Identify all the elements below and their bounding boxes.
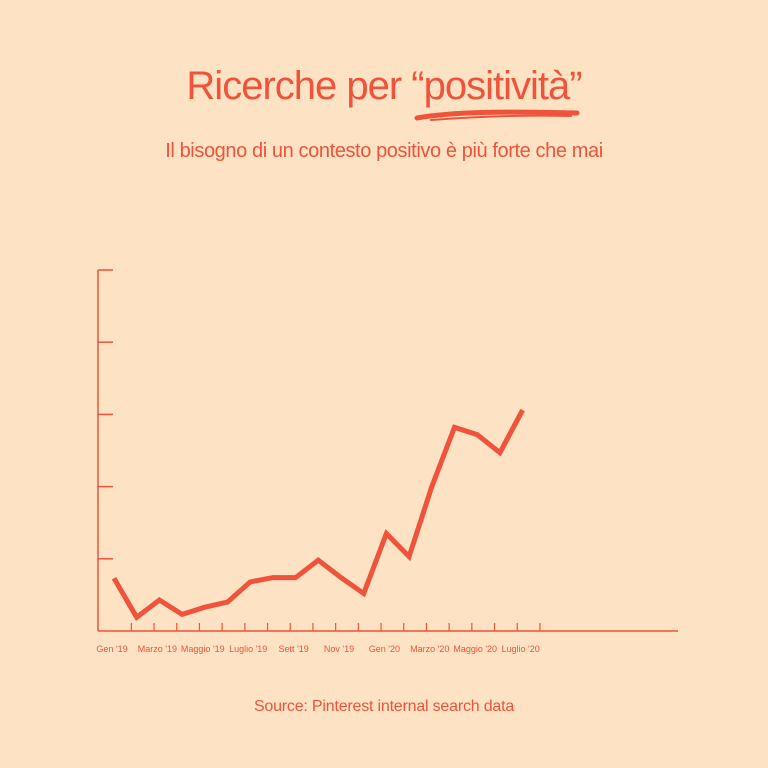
source-note: Source: Pinterest internal search data [253,698,515,715]
x-tick-label: Gen '19 [96,644,127,654]
x-tick-label: Nov '19 [324,644,354,654]
title-underline-stroke [414,109,580,121]
x-axis-ticks [130,623,541,631]
x-tick-label: Gen '20 [369,644,400,654]
title-highlight: “positività” [411,64,583,121]
y-axis-ticks [98,269,113,560]
x-tick-label: Maggio '20 [453,644,497,654]
title-prefix: Ricerche per [186,64,412,108]
x-tick-label: Marzo '19 [138,644,177,654]
series-line [111,408,525,622]
chart-subtitle: Il bisogno di un contesto positivo è più… [165,140,603,162]
x-tick-label: Luglio '19 [229,644,267,654]
x-tick-label: Marzo '20 [410,644,449,654]
x-tick-label: Sett '19 [278,644,308,654]
chart-title: Ricerche per “positività” [0,64,768,121]
x-tick-label: Maggio '19 [181,644,225,654]
x-axis-labels: Gen '19 Marzo '19 Maggio '19 Luglio '19 Sett… [96,644,539,654]
title-highlight-text: “positività” [411,64,582,108]
x-tick-label: Luglio '20 [501,644,539,654]
